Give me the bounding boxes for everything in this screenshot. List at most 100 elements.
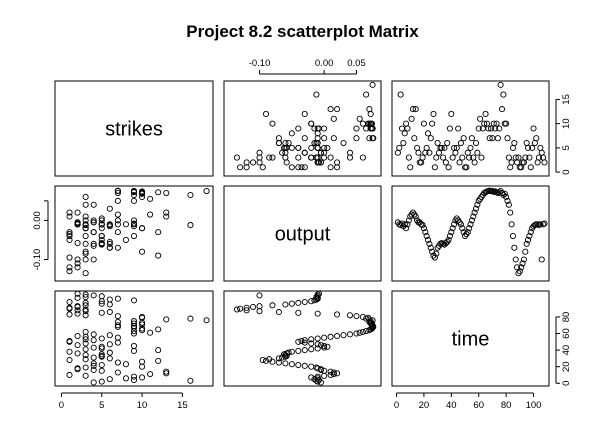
- data-point: [471, 159, 478, 166]
- data-point: [74, 220, 81, 227]
- bottom-tick-label: 20: [419, 400, 430, 411]
- data-point: [314, 345, 321, 352]
- data-point: [106, 244, 113, 251]
- data-point: [139, 358, 146, 365]
- data-point: [308, 374, 315, 381]
- data-point: [122, 375, 129, 382]
- data-point: [308, 346, 315, 353]
- data-point: [155, 189, 162, 196]
- data-point: [507, 209, 514, 216]
- data-point: [250, 303, 257, 311]
- data-point: [449, 154, 456, 161]
- data-point: [106, 240, 113, 247]
- data-point: [82, 299, 89, 306]
- data-point: [541, 159, 548, 166]
- data-point: [82, 201, 89, 208]
- data-point: [356, 115, 363, 122]
- panel-frame: [391, 185, 550, 282]
- data-point: [283, 159, 290, 166]
- data-point: [82, 336, 89, 343]
- data-point: [298, 164, 305, 171]
- right-tick-label: 20: [561, 361, 572, 372]
- data-point: [66, 229, 73, 236]
- data-point: [434, 139, 441, 147]
- data-point: [507, 164, 514, 171]
- data-point: [187, 315, 194, 322]
- data-point: [414, 144, 421, 151]
- data-point: [315, 159, 323, 166]
- panel-frame: [54, 185, 214, 282]
- data-point: [314, 341, 321, 348]
- data-point: [114, 369, 121, 376]
- data-point: [66, 268, 73, 275]
- data-point: [74, 290, 81, 297]
- data-point: [163, 213, 170, 220]
- data-point: [250, 159, 257, 166]
- data-point: [311, 125, 318, 132]
- data-point: [327, 368, 334, 375]
- data-point: [537, 144, 544, 151]
- data-point: [288, 144, 295, 151]
- data-point: [460, 135, 467, 142]
- data-point: [363, 91, 370, 98]
- data-point: [295, 299, 302, 306]
- data-point: [82, 293, 89, 301]
- data-point: [412, 213, 419, 220]
- data-point: [187, 191, 194, 199]
- data-point: [74, 260, 81, 267]
- data-point: [514, 159, 521, 166]
- data-point: [334, 311, 341, 318]
- data-point: [397, 222, 404, 229]
- bottom-tick-label: 5: [99, 400, 104, 411]
- data-point: [445, 236, 452, 243]
- data-point: [82, 372, 89, 379]
- data-point: [106, 332, 113, 339]
- data-point: [66, 254, 73, 261]
- data-point: [314, 135, 321, 142]
- data-point: [519, 260, 526, 267]
- data-point: [98, 293, 105, 300]
- data-point: [295, 164, 302, 171]
- data-point: [90, 337, 97, 344]
- top-tick-label: -0.10: [249, 58, 271, 69]
- data-point: [266, 154, 273, 161]
- data-point: [285, 349, 292, 356]
- data-point: [308, 120, 315, 127]
- data-point: [459, 225, 466, 232]
- data-point: [530, 125, 537, 132]
- data-point: [66, 209, 73, 216]
- data-point: [90, 256, 97, 263]
- data-point: [422, 229, 429, 236]
- data-point: [524, 144, 532, 151]
- data-point: [66, 213, 73, 220]
- data-point: [90, 219, 97, 226]
- data-point: [98, 221, 105, 228]
- bottom-tick-label: 60: [473, 400, 484, 411]
- data-point: [82, 240, 89, 247]
- data-point: [114, 197, 121, 204]
- data-point: [509, 232, 517, 240]
- data-point: [321, 367, 328, 374]
- data-point: [74, 294, 81, 301]
- data-point: [90, 366, 97, 374]
- data-point: [526, 232, 533, 240]
- data-point: [98, 232, 105, 240]
- data-point: [314, 375, 321, 382]
- data-point: [163, 316, 170, 323]
- data-point: [259, 164, 266, 171]
- data-point: [82, 256, 89, 263]
- data-point: [82, 221, 89, 228]
- data-point: [475, 125, 482, 132]
- data-point: [139, 321, 146, 328]
- data-point: [66, 337, 73, 345]
- data-point: [288, 164, 295, 171]
- data-point: [282, 360, 289, 367]
- data-point: [314, 373, 321, 380]
- data-point: [130, 197, 138, 204]
- data-point: [301, 135, 308, 142]
- data-point: [314, 125, 321, 132]
- panel-output-vs-strikes: [54, 185, 214, 282]
- data-point: [130, 221, 138, 228]
- data-point: [295, 154, 302, 161]
- data-point: [511, 139, 518, 147]
